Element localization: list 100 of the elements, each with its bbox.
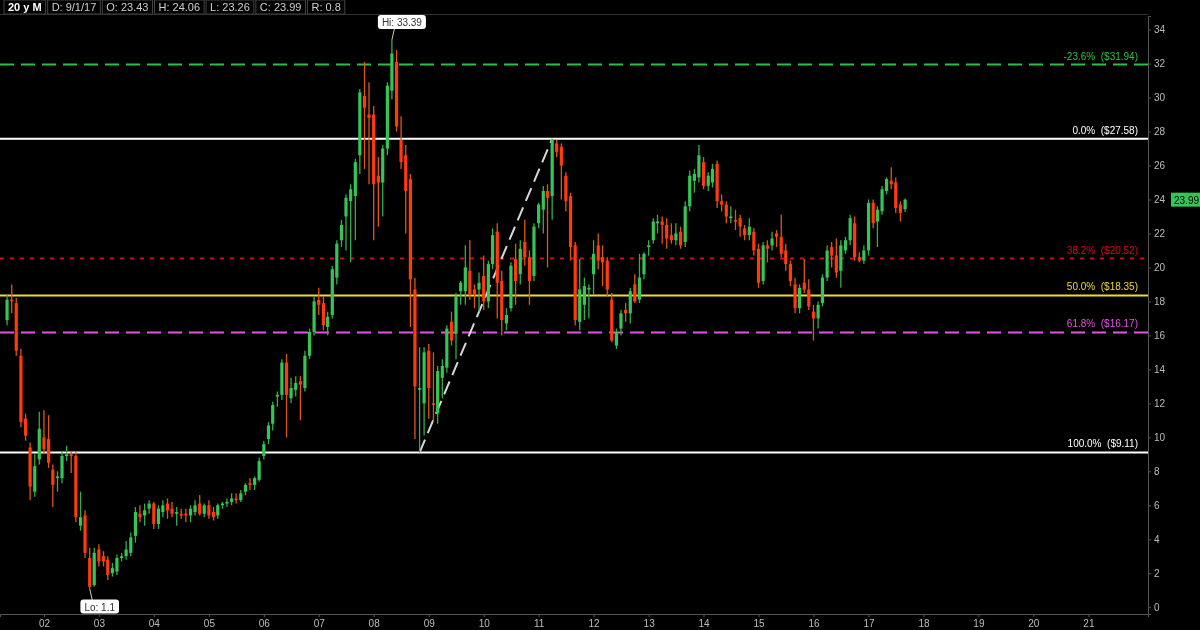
candlestick xyxy=(862,244,866,265)
ref-line-label: -23.6% ($31.94) xyxy=(1063,50,1138,62)
text: L: 23.26 xyxy=(210,1,250,13)
y-tick-label: 6 xyxy=(1154,499,1160,511)
candlestick xyxy=(468,239,472,301)
candlestick xyxy=(674,222,678,246)
candlestick xyxy=(559,142,563,201)
candlestick xyxy=(152,501,156,530)
x-tick-label: 21 xyxy=(1083,618,1095,630)
x-tick-label: 07 xyxy=(313,618,326,630)
candlestick xyxy=(344,193,348,252)
candlestick xyxy=(871,198,875,230)
candlestick xyxy=(678,226,683,250)
y-tick-label: 18 xyxy=(1154,296,1166,308)
x-tick-label: 19 xyxy=(973,618,985,630)
candlestick xyxy=(582,276,586,321)
candlestick xyxy=(798,283,802,314)
y-tick-label: 10 xyxy=(1154,432,1166,444)
candlestick xyxy=(262,440,266,461)
y-tick-label: 2 xyxy=(1154,567,1160,579)
candlestick xyxy=(248,477,252,491)
text: H: 24.06 xyxy=(158,1,201,13)
ref-line-label: 61.8% ($16.17) xyxy=(1066,318,1138,330)
candlestick xyxy=(170,501,174,518)
candlestick xyxy=(793,276,797,314)
candlestick xyxy=(106,555,110,581)
candlestick xyxy=(669,222,673,245)
candlestick xyxy=(156,504,161,530)
candlestick xyxy=(733,209,738,231)
candlestick xyxy=(527,249,532,306)
x-tick-label: 06 xyxy=(258,618,271,630)
candlestick xyxy=(417,346,422,454)
candlestick xyxy=(752,227,756,257)
candlestick xyxy=(770,231,774,252)
candlestick xyxy=(816,300,820,330)
candlestick xyxy=(207,499,211,520)
text: 23.99 xyxy=(1174,194,1200,206)
y-tick-label: 8 xyxy=(1154,466,1160,477)
y-tick-label: 16 xyxy=(1154,330,1166,342)
x-tick-label: 02 xyxy=(38,618,51,630)
candlestick xyxy=(706,171,710,192)
candlestick xyxy=(115,553,119,576)
x-tick-label: 13 xyxy=(643,618,656,630)
y-tick-label: 22 xyxy=(1154,228,1166,240)
x-tick-label: 17 xyxy=(863,618,876,630)
text: C: 23.99 xyxy=(259,1,302,13)
candlestick xyxy=(234,492,238,505)
candlestick xyxy=(143,502,147,527)
candlestick xyxy=(802,258,806,294)
candlestick xyxy=(472,283,477,309)
candlestick xyxy=(587,283,591,320)
candlestick xyxy=(514,243,518,306)
x-tick-label: 09 xyxy=(423,618,436,630)
candlestick xyxy=(266,421,271,445)
y-tick-label: 14 xyxy=(1154,364,1166,376)
x-tick-label: 15 xyxy=(753,618,766,630)
candlestick xyxy=(697,144,701,184)
x-tick-label: 18 xyxy=(918,618,930,630)
candlestick xyxy=(628,287,632,325)
y-tick-label: 32 xyxy=(1154,58,1166,70)
candlestick xyxy=(78,491,83,532)
y-tick-label: 30 xyxy=(1154,92,1166,104)
candlestick xyxy=(637,253,642,304)
candlestick xyxy=(133,506,138,544)
candlestick xyxy=(848,214,852,246)
candlestick xyxy=(60,450,64,484)
candlestick xyxy=(834,237,838,279)
ref-line-label: 38.2% ($20.52) xyxy=(1066,244,1138,256)
candlestick xyxy=(477,271,481,313)
candlestick xyxy=(614,327,619,350)
candlestick xyxy=(463,244,467,306)
candlestick xyxy=(541,185,545,235)
candlestick xyxy=(339,219,344,248)
x-tick-label: 14 xyxy=(698,618,711,630)
text: O: 23.43 xyxy=(106,1,149,13)
annotation: Hi: 33.39 xyxy=(381,16,423,28)
y-tick-label: 4 xyxy=(1154,533,1160,545)
candlestick xyxy=(69,450,73,474)
text: R: 0.8 xyxy=(311,1,341,13)
candlestick xyxy=(97,543,101,568)
candlestick xyxy=(788,259,793,287)
candlestick xyxy=(367,81,371,185)
candlestick xyxy=(651,217,655,245)
candlestick xyxy=(765,239,769,263)
candlestick xyxy=(633,273,637,304)
candlestick xyxy=(431,351,436,423)
text: D: 9/1/17 xyxy=(51,1,97,13)
candlestick xyxy=(198,494,202,517)
y-tick-label: 12 xyxy=(1154,398,1166,410)
ref-line-label: 0.0% ($27.58) xyxy=(1072,124,1138,136)
x-tick-label: 05 xyxy=(203,618,216,630)
candlestick xyxy=(307,327,312,360)
candlestick xyxy=(537,202,541,230)
candlestick xyxy=(5,293,9,326)
x-tick-label: 03 xyxy=(93,618,106,630)
ref-line-label: 100.0% ($9.11) xyxy=(1067,438,1138,450)
candlestick xyxy=(124,540,128,561)
candlestick xyxy=(321,295,326,331)
y-tick-label: 26 xyxy=(1154,160,1166,172)
candlestick xyxy=(225,497,229,508)
